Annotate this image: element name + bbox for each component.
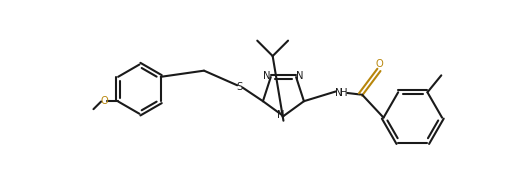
Text: H: H [340,88,347,98]
Text: N: N [277,110,285,120]
Text: N: N [263,71,271,81]
Text: N: N [296,71,304,81]
Text: N: N [335,88,343,98]
Text: S: S [237,82,243,92]
Text: O: O [376,59,384,69]
Text: O: O [100,96,108,106]
